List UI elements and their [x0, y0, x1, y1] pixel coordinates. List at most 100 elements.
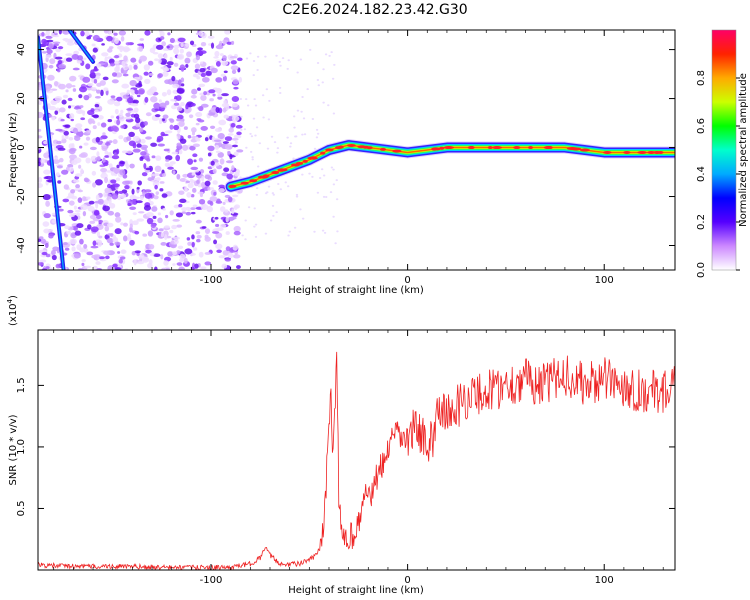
spectrogram-speckle	[172, 218, 180, 222]
spectrogram-speckle	[197, 47, 203, 51]
spectrogram-speckle	[86, 251, 94, 256]
spectrogram-speckle	[127, 233, 131, 240]
spectrogram-speckle	[262, 116, 265, 119]
spectrogram-speckle	[146, 217, 154, 225]
spectrogram-speckle	[208, 89, 216, 94]
spectrogram-speckle	[162, 71, 169, 77]
spectrogram-speckle	[200, 61, 204, 65]
spectrogram-speckle	[231, 102, 238, 108]
spectrogram-speckle	[122, 180, 131, 185]
spectrogram-speckle	[193, 159, 197, 163]
spectrogram-speckle	[213, 191, 217, 196]
spectrogram-speckle	[210, 67, 218, 74]
spectrogram-hotspot	[357, 145, 366, 149]
spectrogram-speckle	[180, 83, 185, 87]
spectrogram-speckle	[265, 88, 269, 91]
spectrogram-x-tick-label: -100	[200, 275, 223, 286]
spectrogram-speckle	[244, 238, 247, 241]
spectrogram-speckle	[215, 106, 220, 114]
spectrogram-speckle	[223, 100, 227, 104]
spectrogram-speckle	[155, 177, 161, 182]
spectrogram-speckle	[122, 94, 129, 99]
spectrogram-speckle	[272, 193, 275, 196]
spectrogram-speckle	[101, 52, 109, 57]
spectrogram-speckle	[40, 238, 47, 244]
spectrogram-speckle	[65, 83, 73, 89]
spectrogram-speckle	[296, 71, 299, 74]
spectrogram-speckle	[266, 191, 269, 194]
spectrogram-speckle	[147, 230, 154, 237]
spectrogram-speckle	[93, 210, 100, 216]
spectrogram-speckle	[143, 64, 150, 71]
spectrogram-speckle	[157, 73, 163, 78]
spectrogram-speckle	[107, 47, 113, 53]
spectrogram-speckle	[177, 37, 186, 43]
spectrogram-speckle	[76, 60, 83, 64]
spectrogram-speckle	[184, 57, 191, 64]
spectrogram-hotspot	[249, 179, 258, 183]
spectrogram-speckle	[65, 57, 73, 62]
spectrogram-speckle	[191, 88, 198, 95]
spectrogram-speckle	[220, 73, 226, 77]
spectrogram-speckle	[87, 205, 95, 212]
spectrogram-speckle	[48, 233, 54, 239]
spectrogram-speckle	[132, 135, 140, 142]
spectrogram-speckle	[107, 99, 115, 105]
spectrogram-speckle	[61, 135, 65, 140]
spectrogram-speckle	[145, 167, 152, 171]
spectrogram-speckle	[218, 119, 227, 126]
spectrogram-speckle	[212, 180, 218, 185]
spectrogram-speckle	[74, 209, 81, 213]
spectrogram-speckle	[101, 145, 108, 152]
spectrogram-speckle	[153, 102, 161, 109]
spectrogram-y-tick-label: -20	[16, 188, 27, 204]
spectrogram-speckle	[279, 64, 282, 67]
spectrogram-speckle	[64, 247, 70, 251]
spectrogram-speckle	[173, 44, 180, 49]
spectrogram-speckle	[149, 47, 156, 54]
spectrogram-speckle	[153, 195, 159, 200]
spectrogram-speckle	[187, 182, 194, 189]
spectrogram-speckle	[308, 172, 311, 175]
spectrogram-speckle	[212, 93, 216, 97]
spectrogram-speckle	[233, 86, 239, 90]
spectrogram-speckle	[143, 162, 147, 170]
spectrogram-speckle	[224, 209, 229, 213]
spectrogram-speckle	[51, 116, 56, 121]
snr-y-axis-label: SNR (10 * v/v)	[8, 414, 19, 485]
spectrogram-speckle	[57, 46, 64, 50]
spectrogram-speckle	[166, 45, 170, 49]
spectrogram-speckle	[200, 72, 206, 78]
spectrogram-speckle	[161, 193, 168, 198]
spectrogram-speckle	[200, 203, 209, 210]
spectrogram-speckle	[182, 173, 189, 178]
spectrogram-speckle	[124, 185, 130, 190]
spectrogram-speckle	[209, 201, 214, 206]
spectrogram-speckle	[106, 237, 114, 244]
spectrogram-speckle	[76, 223, 84, 229]
colorbar-tick-label: 0.8	[696, 70, 707, 86]
spectrogram-speckle	[316, 78, 320, 81]
snr-y-tick-label: 1.5	[16, 377, 27, 393]
spectrogram-speckle	[114, 66, 120, 73]
spectrogram-speckle	[55, 128, 63, 132]
spectrogram-speckle	[43, 228, 51, 234]
spectrogram-speckle	[92, 68, 99, 72]
spectrogram-speckle	[157, 53, 164, 59]
spectrogram-speckle	[92, 34, 100, 42]
spectrogram-speckle	[99, 80, 106, 86]
spectrogram-x-tick-label: 100	[595, 275, 614, 286]
spectrogram-speckle	[154, 266, 158, 270]
spectrogram-y-tick-label: -40	[16, 237, 27, 253]
spectrogram-speckle	[231, 208, 235, 215]
spectrogram-speckle	[278, 60, 281, 63]
spectrogram-speckle	[110, 115, 115, 119]
spectrogram-speckle	[232, 194, 239, 198]
spectrogram-speckle	[46, 48, 53, 55]
spectrogram-speckle	[252, 74, 255, 77]
spectrogram-speckle	[72, 67, 80, 71]
spectrogram-speckle	[133, 76, 140, 80]
spectrogram-speckle	[225, 160, 234, 164]
spectrogram-speckle	[196, 179, 200, 184]
spectrogram-speckle	[222, 75, 227, 82]
